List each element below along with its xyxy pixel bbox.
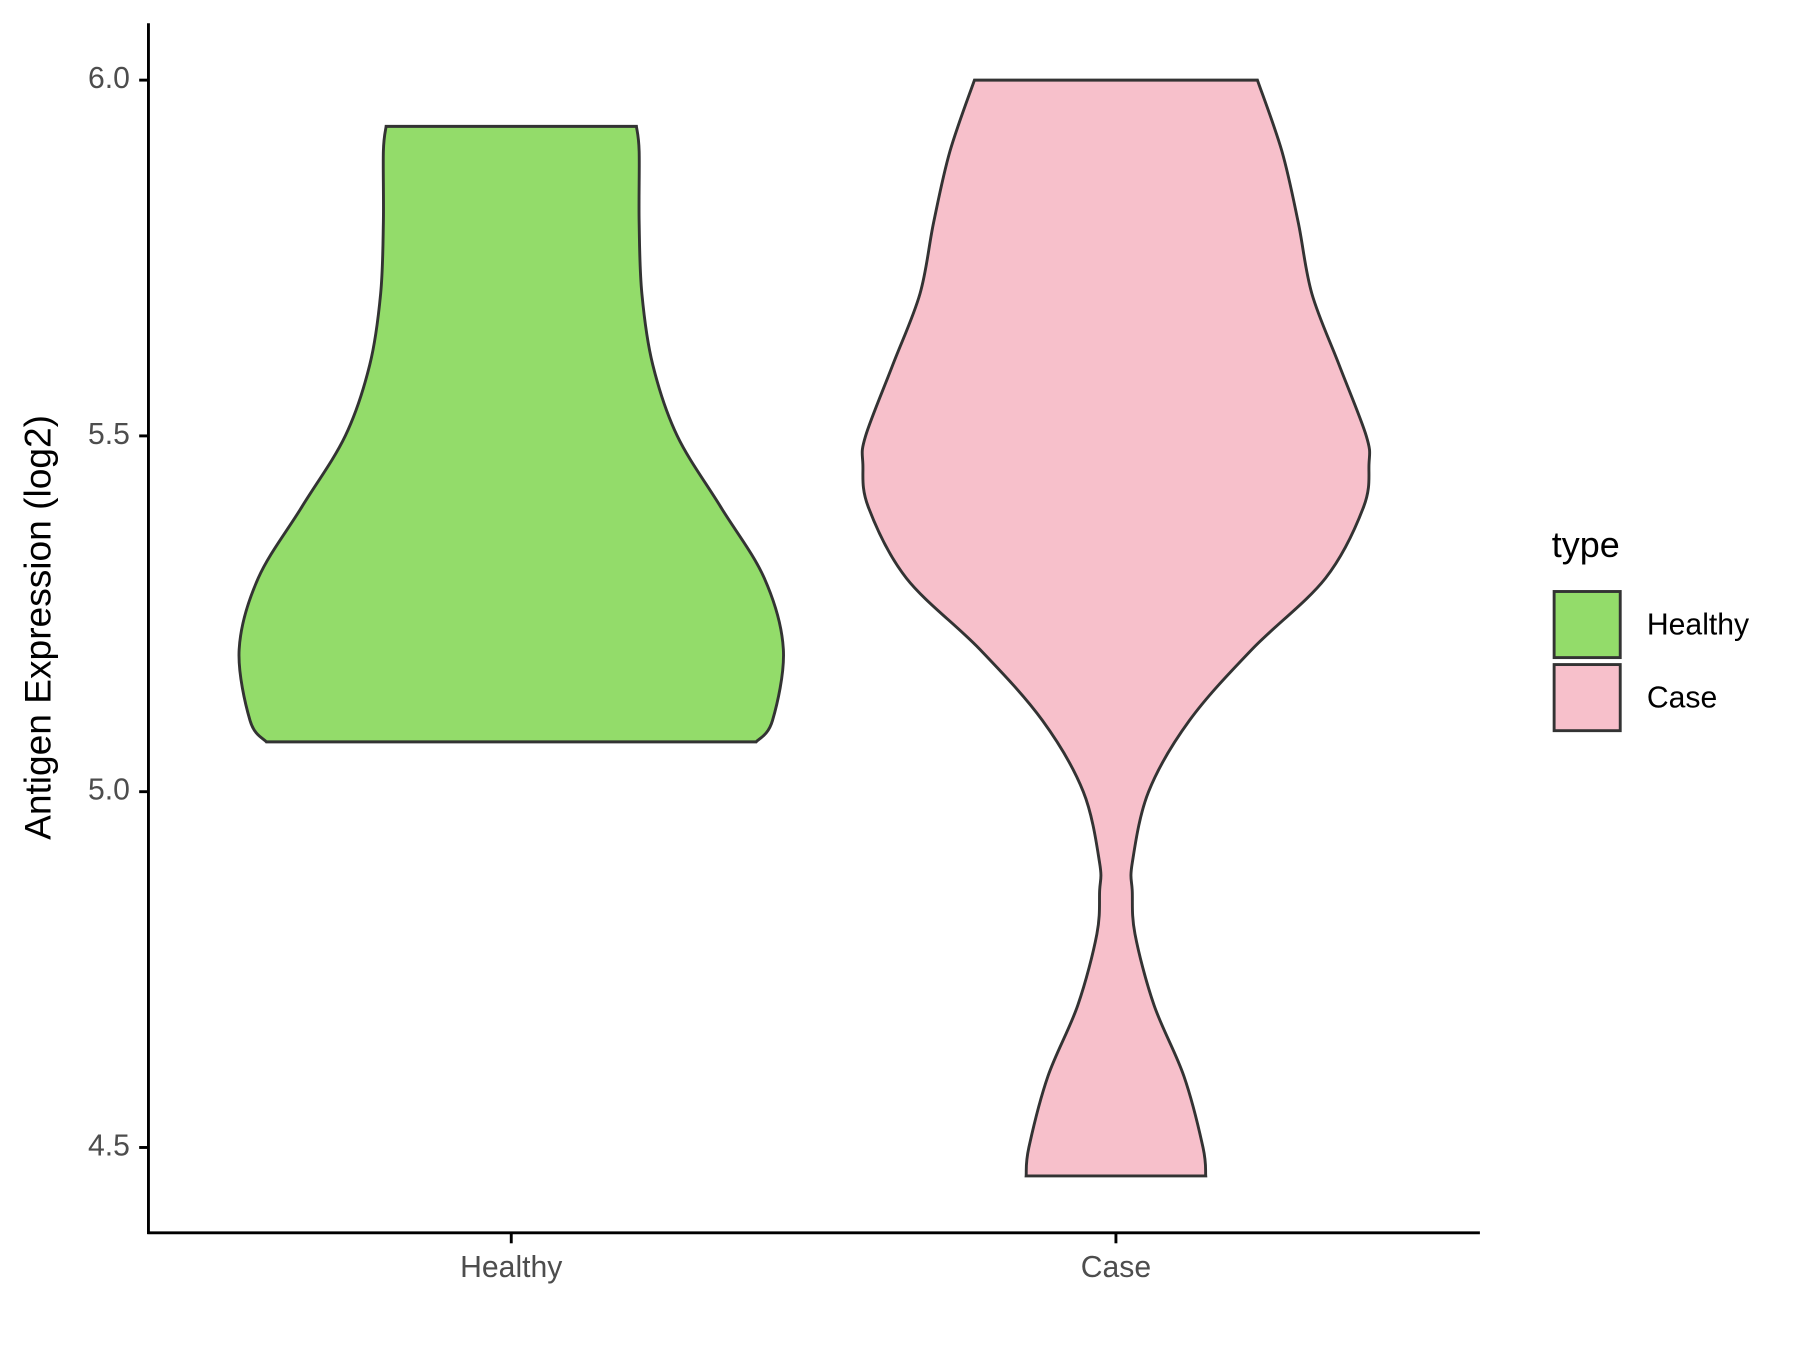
y-tick-label: 6.0 (88, 62, 130, 95)
y-axis-title: Antigen Expression (log2) (16, 415, 58, 840)
legend-key (1552, 590, 1622, 660)
legend-label: Healthy (1647, 608, 1750, 641)
legend-title: type (1552, 524, 1620, 565)
x-tick-label: Case (1081, 1251, 1151, 1284)
legend-label: Case (1647, 681, 1717, 714)
y-tick-label: 5.0 (88, 774, 130, 807)
violin (237, 124, 785, 744)
y-tick-label: 4.5 (88, 1129, 130, 1162)
y-tick-label: 5.5 (88, 418, 130, 451)
legend-key (1552, 663, 1622, 733)
x-tick-label: Healthy (460, 1251, 563, 1284)
violin (860, 78, 1372, 1178)
